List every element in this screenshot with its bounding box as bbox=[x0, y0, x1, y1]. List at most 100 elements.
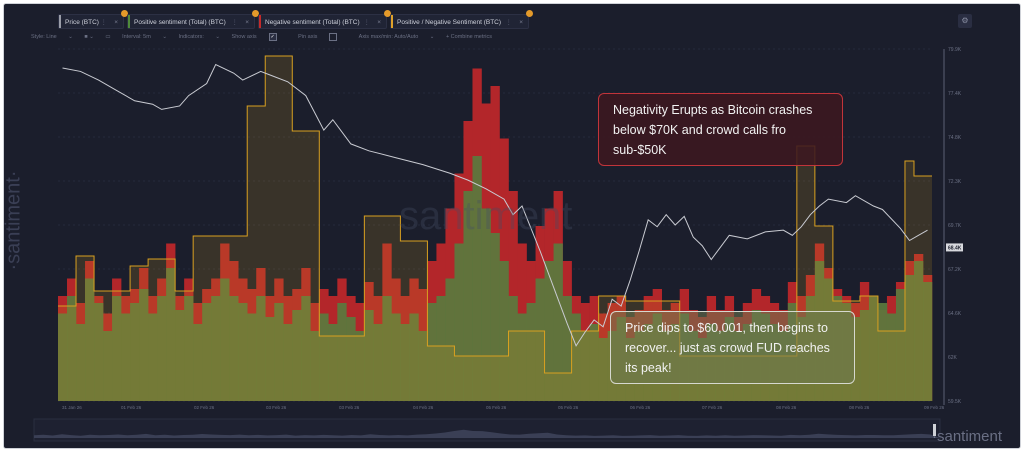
x-tick-label: 05 Feb 26 bbox=[486, 405, 507, 410]
gear-icon: ⚙ bbox=[961, 16, 969, 25]
positive-sentiment-bar bbox=[463, 191, 473, 401]
positive-sentiment-bar bbox=[211, 296, 221, 401]
y-tick-label: 62K bbox=[948, 355, 958, 361]
more-icon[interactable]: ⋮ bbox=[100, 19, 108, 26]
positive-sentiment-bar bbox=[364, 310, 374, 401]
positive-sentiment-bar bbox=[85, 278, 95, 401]
color-dropdown[interactable]: ■ ⌄ bbox=[84, 34, 94, 41]
positive-sentiment-bar bbox=[409, 313, 419, 401]
positive-sentiment-bar bbox=[193, 324, 203, 401]
tab-label: Price (BTC) bbox=[65, 19, 99, 26]
positive-sentiment-bar bbox=[904, 275, 915, 401]
positive-sentiment-bar bbox=[220, 278, 230, 401]
annotation-price-dip: Price dips to $60,001, then begins to re… bbox=[610, 311, 855, 384]
chart-panel: 79.9K 77.4K 74.8K 72.3K 69.7K 67.2K 64.6K 62K 59… bbox=[3, 3, 1021, 449]
tab-price[interactable]: Price (BTC) ⋮ × bbox=[58, 10, 128, 29]
positive-sentiment-bar bbox=[121, 313, 131, 401]
y-tick-label: 72.3K bbox=[948, 179, 962, 185]
pin-axis-label: Pin axis bbox=[298, 34, 318, 41]
tab-label: Positive / Negative Sentiment (BTC) bbox=[397, 19, 502, 26]
positive-sentiment-bar bbox=[337, 303, 347, 401]
positive-sentiment-bar bbox=[346, 317, 356, 401]
checkbox-icon[interactable] bbox=[329, 33, 338, 41]
alert-dot-icon bbox=[121, 10, 128, 17]
current-price-label: 68.4K bbox=[948, 245, 962, 251]
positive-sentiment-bar bbox=[382, 296, 392, 401]
y-tick-label: 67.2K bbox=[948, 267, 962, 273]
more-icon[interactable]: ⋮ bbox=[363, 19, 371, 26]
x-tick-label: 07 Feb 26 bbox=[702, 405, 723, 410]
alert-dot-icon bbox=[252, 10, 259, 17]
x-tick-label: 04 Feb 26 bbox=[413, 405, 434, 410]
positive-sentiment-bar bbox=[418, 331, 428, 401]
positive-sentiment-bar bbox=[454, 243, 464, 401]
indicators-dropdown[interactable]: Indicators: ⌄ bbox=[178, 34, 221, 41]
x-tick-label: 31 Jan 26 bbox=[62, 405, 82, 410]
positive-sentiment-bar bbox=[922, 282, 933, 401]
more-icon[interactable]: ⋮ bbox=[231, 19, 239, 26]
positive-sentiment-bar bbox=[472, 156, 482, 401]
positive-sentiment-bar bbox=[328, 324, 338, 401]
y-tick-label: 69.7K bbox=[948, 223, 962, 229]
chart-toolbar: Style: Line ⌄ ■ ⌄ ▭ Interval: 5m ⌄ Indic… bbox=[31, 33, 502, 41]
positive-sentiment-bar bbox=[265, 317, 275, 401]
close-icon[interactable]: × bbox=[519, 19, 523, 26]
tab-pos-neg-ratio[interactable]: Positive / Negative Sentiment (BTC) ⋮ × bbox=[390, 10, 533, 29]
positive-sentiment-bar bbox=[859, 310, 870, 401]
positive-sentiment-bar bbox=[913, 261, 924, 401]
positive-sentiment-bar bbox=[319, 313, 329, 401]
positive-sentiment-bar bbox=[94, 303, 104, 401]
positive-sentiment-bar bbox=[256, 296, 266, 401]
positive-sentiment-bar bbox=[589, 324, 599, 401]
positive-sentiment-bar bbox=[526, 303, 536, 401]
watermark-center: santiment bbox=[399, 194, 573, 238]
positive-sentiment-bar bbox=[355, 331, 365, 401]
positive-sentiment-bar bbox=[292, 310, 302, 401]
close-icon[interactable]: × bbox=[114, 19, 118, 26]
positive-sentiment-bar bbox=[427, 303, 437, 401]
style-label: Style: Line bbox=[31, 34, 57, 41]
style-dropdown[interactable]: Style: Line ⌄ bbox=[31, 34, 73, 41]
positive-sentiment-bar bbox=[157, 296, 167, 401]
alert-dot-icon bbox=[526, 10, 533, 17]
tab-positive-sentiment[interactable]: Positive sentiment (Total) (BTC) ⋮ × bbox=[127, 10, 259, 29]
tab-negative-sentiment[interactable]: Negative sentiment (Total) (BTC) ⋮ × bbox=[258, 10, 391, 29]
interval-label: Interval: 5m bbox=[122, 34, 151, 41]
navigator-handle[interactable] bbox=[933, 424, 936, 436]
positive-sentiment-bar bbox=[499, 261, 509, 401]
positive-sentiment-bar bbox=[58, 313, 68, 401]
combine-metrics-button[interactable]: + Combine metrics bbox=[445, 34, 492, 41]
settings-button[interactable]: ⚙ bbox=[958, 14, 972, 28]
more-icon[interactable]: ⋮ bbox=[505, 19, 513, 26]
x-tick-label: 08 Feb 26 bbox=[849, 405, 870, 410]
close-icon[interactable]: × bbox=[377, 19, 381, 26]
positive-sentiment-bar bbox=[202, 303, 212, 401]
current-price-badge bbox=[946, 243, 963, 252]
x-tick-label: 09 Feb 26 bbox=[924, 405, 945, 410]
axis-minmax-dropdown[interactable]: Axis max/min: Auto/Auto ⌄ bbox=[358, 34, 435, 41]
watermark-bottom: ·santiment bbox=[932, 428, 1003, 445]
interval-dropdown[interactable]: ▭ Interval: 5m ⌄ bbox=[105, 34, 167, 41]
close-icon[interactable]: × bbox=[245, 19, 249, 26]
pin-axis-toggle[interactable]: Pin axis bbox=[298, 33, 347, 41]
checkbox-checked-icon[interactable]: ✓ bbox=[268, 33, 277, 41]
positive-sentiment-bar bbox=[598, 338, 608, 401]
x-tick-label: 03 Feb 26 bbox=[266, 405, 287, 410]
positive-sentiment-bar bbox=[571, 313, 581, 401]
watermark-vertical: ·santiment· bbox=[3, 170, 25, 271]
alert-dot-icon bbox=[384, 10, 391, 17]
positive-sentiment-bar bbox=[490, 233, 500, 401]
x-tick-label: 01 Feb 26 bbox=[121, 405, 142, 410]
positive-sentiment-bar bbox=[76, 324, 86, 401]
price-line bbox=[62, 63, 928, 347]
x-tick-label: 05 Feb 26 bbox=[558, 405, 579, 410]
positive-sentiment-bar bbox=[580, 331, 590, 401]
show-axis-toggle[interactable]: Show axis ✓ bbox=[232, 33, 287, 41]
tab-label: Positive sentiment (Total) (BTC) bbox=[134, 19, 226, 26]
positive-sentiment-bar bbox=[148, 313, 158, 401]
positive-sentiment-bar bbox=[877, 303, 888, 401]
positive-sentiment-bar bbox=[112, 296, 122, 401]
positive-sentiment-bar bbox=[166, 268, 176, 401]
x-tick-label: 06 Feb 26 bbox=[630, 405, 651, 410]
positive-sentiment-bar bbox=[508, 296, 518, 401]
